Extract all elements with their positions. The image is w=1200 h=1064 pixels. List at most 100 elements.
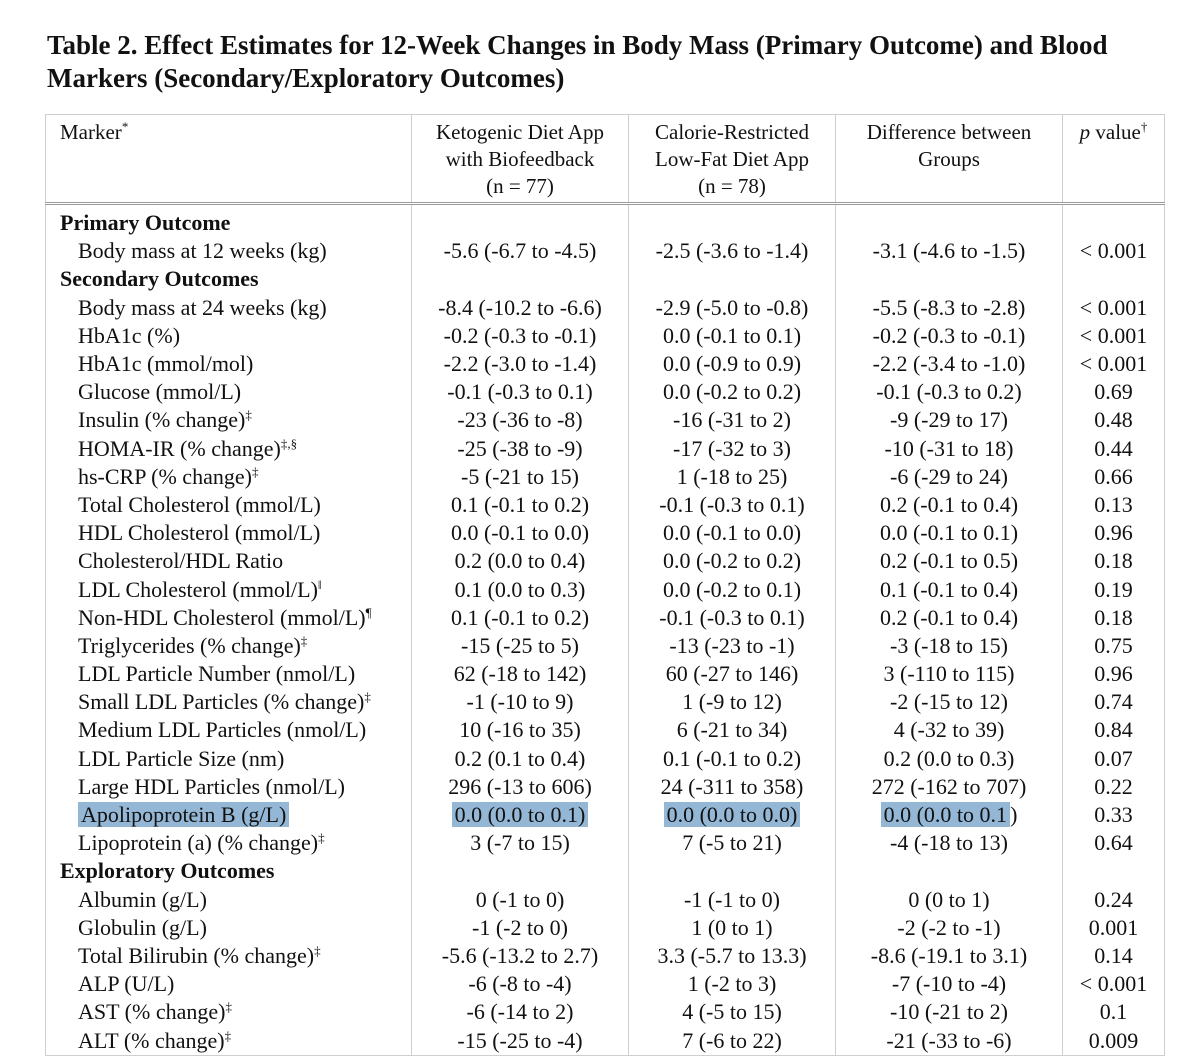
empty-cell <box>628 203 836 238</box>
ketogenic-value: 0.2 (0.0 to 0.4) <box>411 547 629 576</box>
ketogenic-value: 0.1 (-0.1 to 0.2) <box>411 603 629 632</box>
low-fat-value: 0.0 (-0.1 to 0.0) <box>628 519 836 548</box>
difference-value: -0.1 (-0.3 to 0.2) <box>835 378 1063 407</box>
difference-text-rest: ) <box>1010 802 1018 828</box>
difference-value: -4 (-18 to 13) <box>835 829 1063 858</box>
marker-text: Apolipoprotein B (g/L) <box>78 802 290 828</box>
ketogenic-text: 3 (-7 to 15) <box>470 830 570 856</box>
empty-cell <box>411 265 629 294</box>
marker-label: Body mass at 24 weeks (kg) <box>45 293 412 322</box>
table-row: ALP (U/L) -6 (-8 to -4) 1 (-2 to 3) -7 (-10… <box>45 970 1165 999</box>
difference-text: -3 (-18 to 15) <box>890 632 1008 658</box>
difference-text: -5.5 (-8.3 to -2.8) <box>872 294 1026 320</box>
table-row: LDL Particle Number (nmol/L) 62 (-18 to 1… <box>45 660 1165 689</box>
ketogenic-text: 0 (-1 to 0) <box>475 886 565 912</box>
difference-text: -10 (-21 to 2) <box>890 999 1008 1025</box>
empty-cell <box>628 857 836 886</box>
ketogenic-text: -25 (-38 to -9) <box>457 435 583 461</box>
table-row: Body mass at 12 weeks (kg) -5.6 (-6.7 to … <box>45 237 1165 266</box>
marker-text: HbA1c (mmol/mol) <box>78 351 254 377</box>
ketogenic-value: 3 (-7 to 15) <box>411 829 629 858</box>
marker-label: Insulin (% change)‡ <box>45 406 412 435</box>
difference-value: -3.1 (-4.6 to -1.5) <box>835 237 1063 266</box>
difference-text: 0.0 (0.0 to 0.1 <box>880 802 1011 828</box>
marker-label: HbA1c (%) <box>45 321 412 350</box>
low-fat-text: 0.0 (-0.9 to 0.9) <box>662 351 802 377</box>
ketogenic-text: -8.4 (-10.2 to -6.6) <box>438 294 602 320</box>
ketogenic-value: -6 (-8 to -4) <box>411 970 629 999</box>
ketogenic-text: -15 (-25 to 5) <box>461 632 579 658</box>
table-row: Cholesterol/HDL Ratio 0.2 (0.0 to 0.4) 0.0… <box>45 547 1165 576</box>
header-ketogenic: Ketogenic Diet App with Biofeedback (n = 7… <box>411 114 629 205</box>
marker-label: ALP (U/L) <box>45 970 412 999</box>
low-fat-value: 6 (-21 to 34) <box>628 716 836 745</box>
table-row: hs-CRP (% change)‡ -5 (-21 to 15) 1 (-18 t… <box>45 462 1165 491</box>
empty-cell <box>411 203 629 238</box>
difference-text: 0.1 (-0.1 to 0.4) <box>879 576 1019 602</box>
ketogenic-text: -6 (-14 to 2) <box>466 999 574 1025</box>
difference-value: -2 (-2 to -1) <box>835 913 1063 942</box>
ketogenic-text: 0.0 (0.0 to 0.1) <box>451 802 589 828</box>
p-value: < 0.001 <box>1062 970 1165 999</box>
low-fat-value: 4 (-5 to 15) <box>628 998 836 1027</box>
difference-text: -0.2 (-0.3 to -0.1) <box>872 322 1026 348</box>
difference-text: 4 (-32 to 39) <box>893 717 1005 743</box>
low-fat-text: -2.9 (-5.0 to -0.8) <box>655 294 809 320</box>
table-row: Insulin (% change)‡ -23 (-36 to -8) -16 (-… <box>45 406 1165 435</box>
difference-text: 0.2 (-0.1 to 0.4) <box>879 491 1019 517</box>
p-value: 0.19 <box>1062 575 1165 604</box>
section-row: Primary Outcome <box>45 203 1165 238</box>
p-value: 0.1 <box>1062 998 1165 1027</box>
ketogenic-value: -2.2 (-3.0 to -1.4) <box>411 349 629 379</box>
table-row: Large HDL Particles (nmol/L) 296 (-13 to … <box>45 772 1165 801</box>
difference-text: -0.1 (-0.3 to 0.2) <box>876 379 1022 405</box>
marker-label: Medium LDL Particles (nmol/L) <box>45 716 412 745</box>
marker-text: ALT (% change) <box>78 1027 225 1053</box>
low-fat-value: 0.0 (0.0 to 0.0) <box>628 800 836 830</box>
low-fat-value: 60 (-27 to 146) <box>628 660 836 689</box>
marker-label: Total Bilirubin (% change)‡ <box>45 941 412 971</box>
marker-label: HDL Cholesterol (mmol/L) <box>45 519 412 548</box>
difference-value: -2 (-15 to 12) <box>835 688 1063 717</box>
marker-text: HDL Cholesterol (mmol/L) <box>78 520 321 546</box>
empty-cell <box>1062 857 1165 886</box>
low-fat-value: 3.3 (-5.7 to 13.3) <box>628 941 836 971</box>
p-value: < 0.001 <box>1062 237 1165 266</box>
marker-label: HOMA-IR (% change)‡,§ <box>45 434 412 463</box>
difference-value: 0.0 (0.0 to 0.1) <box>835 800 1063 830</box>
table-row: HDL Cholesterol (mmol/L) 0.0 (-0.1 to 0.0… <box>45 519 1165 548</box>
table-row: AST (% change)‡ -6 (-14 to 2) 4 (-5 to 15)… <box>45 998 1165 1027</box>
marker-label: LDL Cholesterol (mmol/L)‖ <box>45 575 412 604</box>
p-value: 0.22 <box>1062 772 1165 801</box>
ketogenic-text: 62 (-18 to 142) <box>453 661 587 687</box>
low-fat-text: -0.1 (-0.3 to 0.1) <box>659 491 805 517</box>
header-row: Marker* Ketogenic Diet App with Biofeedba… <box>45 114 1165 205</box>
low-fat-text: -2.5 (-3.6 to -1.4) <box>655 238 809 264</box>
low-fat-text: 1 (0 to 1) <box>691 914 773 940</box>
low-fat-text: 4 (-5 to 15) <box>682 999 782 1025</box>
marker-text: HbA1c (%) <box>78 322 181 348</box>
low-fat-text: -17 (-32 to 3) <box>673 435 791 461</box>
marker-text: AST (% change) <box>78 999 226 1025</box>
marker-text: LDL Particle Number (nmol/L) <box>78 661 356 687</box>
low-fat-value: -17 (-32 to 3) <box>628 434 836 463</box>
p-value: 0.14 <box>1062 941 1165 971</box>
low-fat-value: 0.0 (-0.2 to 0.2) <box>628 378 836 407</box>
low-fat-value: -0.1 (-0.3 to 0.1) <box>628 490 836 520</box>
table-row: Apolipoprotein B (g/L) 0.0 (0.0 to 0.1) 0.… <box>45 800 1165 830</box>
low-fat-value: 24 (-311 to 358) <box>628 772 836 801</box>
table-row: Total Cholesterol (mmol/L) 0.1 (-0.1 to 0… <box>45 490 1165 520</box>
ketogenic-value: -5.6 (-6.7 to -4.5) <box>411 237 629 266</box>
table-row: Medium LDL Particles (nmol/L) 10 (-16 to … <box>45 716 1165 745</box>
p-value: 0.96 <box>1062 519 1165 548</box>
ketogenic-text: -0.2 (-0.3 to -0.1) <box>443 322 597 348</box>
marker-text: LDL Cholesterol (mmol/L) <box>78 576 318 602</box>
low-fat-value: 1 (-2 to 3) <box>628 970 836 999</box>
low-fat-text: 24 (-311 to 358) <box>660 773 804 799</box>
p-value: < 0.001 <box>1062 349 1165 379</box>
p-value: 0.13 <box>1062 490 1165 520</box>
difference-value: 0.2 (-0.1 to 0.4) <box>835 603 1063 632</box>
marker-text: Triglycerides (% change) <box>78 632 301 658</box>
ketogenic-text: 0.1 (-0.1 to 0.2) <box>450 604 590 630</box>
section-row: Secondary Outcomes <box>45 265 1165 294</box>
